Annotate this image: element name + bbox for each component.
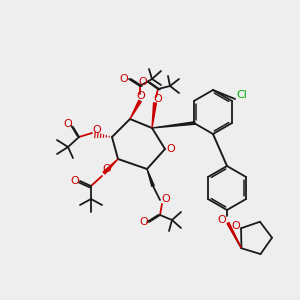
Text: O: O: [103, 164, 111, 174]
Text: O: O: [120, 74, 128, 84]
Text: O: O: [162, 194, 170, 204]
Text: O: O: [139, 77, 147, 87]
Text: O: O: [70, 176, 80, 186]
Text: O: O: [218, 215, 226, 225]
Text: O: O: [136, 91, 146, 101]
Polygon shape: [227, 223, 242, 248]
Text: O: O: [167, 144, 176, 154]
Polygon shape: [103, 159, 118, 174]
Text: O: O: [154, 94, 162, 104]
Text: Cl: Cl: [237, 90, 248, 100]
Text: O: O: [93, 125, 101, 135]
Text: O: O: [64, 119, 72, 129]
Polygon shape: [152, 122, 195, 128]
Polygon shape: [152, 103, 156, 128]
Text: O: O: [232, 221, 240, 231]
Polygon shape: [130, 100, 141, 119]
Polygon shape: [147, 169, 154, 186]
Text: O: O: [140, 217, 148, 227]
